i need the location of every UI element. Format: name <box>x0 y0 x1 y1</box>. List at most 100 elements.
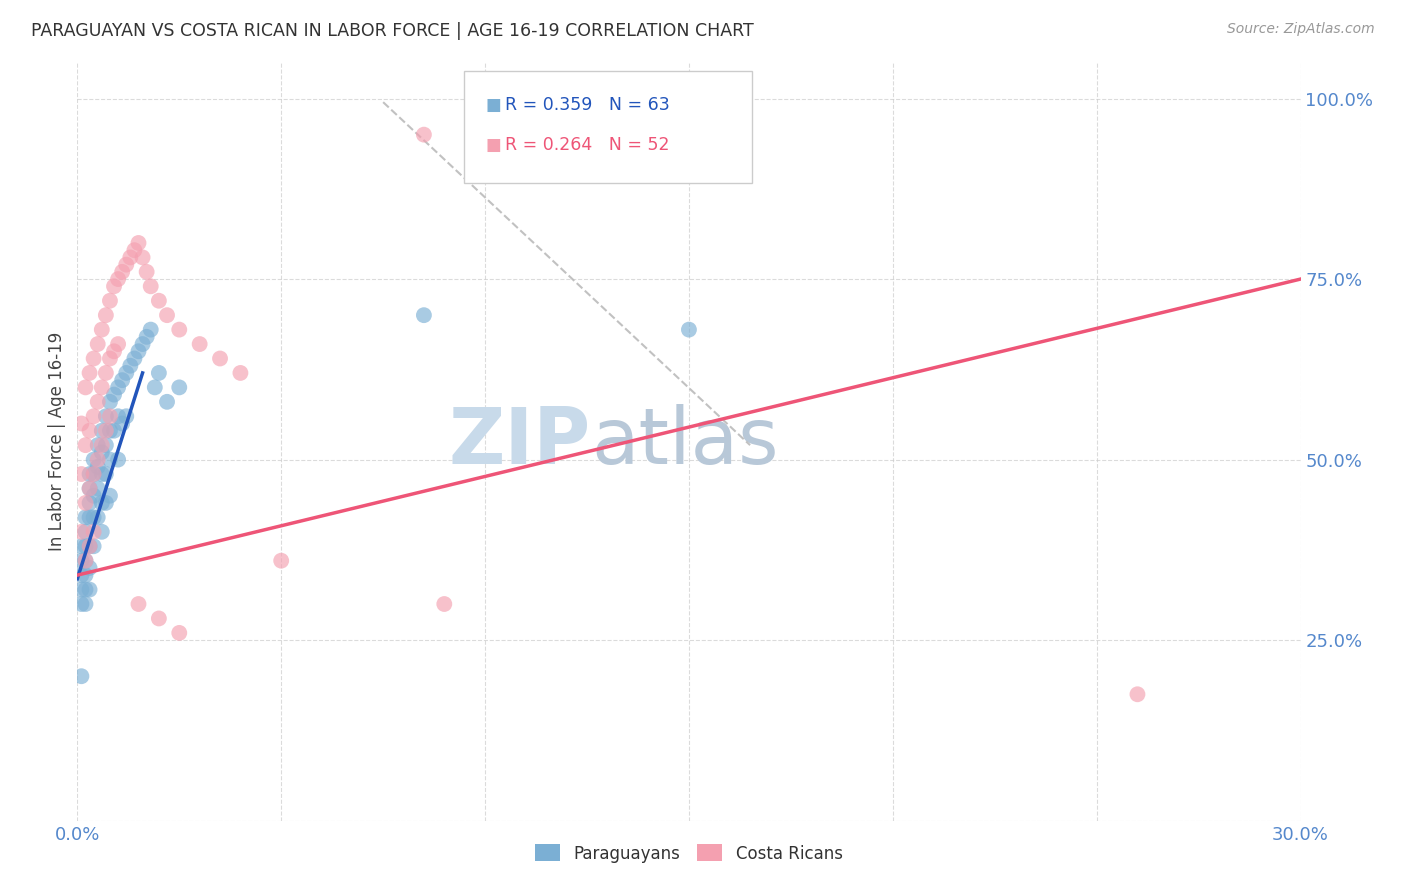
Point <box>70 539 93 553</box>
Y-axis label: In Labor Force | Age 16-19: In Labor Force | Age 16-19 <box>48 332 66 551</box>
Point <box>90 496 112 510</box>
Point <box>79 582 101 597</box>
Point <box>83 524 105 539</box>
Point <box>156 308 179 322</box>
Point <box>83 467 105 481</box>
Point <box>115 258 138 272</box>
Point <box>90 380 112 394</box>
Point <box>127 235 149 250</box>
Point <box>79 510 101 524</box>
Point <box>94 424 117 438</box>
Point <box>135 265 157 279</box>
Point <box>188 337 211 351</box>
Point <box>90 445 112 459</box>
Point <box>83 452 105 467</box>
Point <box>1126 687 1149 701</box>
Point <box>120 251 142 265</box>
Point <box>111 373 134 387</box>
Point <box>87 337 110 351</box>
Point <box>120 359 142 373</box>
Point <box>135 330 157 344</box>
Point <box>75 568 97 582</box>
Point <box>139 323 162 337</box>
Point <box>90 438 112 452</box>
Point <box>87 394 110 409</box>
Point <box>107 272 129 286</box>
Point <box>148 611 170 625</box>
Text: atlas: atlas <box>591 403 779 480</box>
Point <box>75 380 97 394</box>
Point <box>139 279 162 293</box>
Text: ■: ■ <box>485 136 501 153</box>
Point <box>678 323 700 337</box>
Point <box>70 554 93 568</box>
Text: R = 0.264   N = 52: R = 0.264 N = 52 <box>505 136 669 153</box>
Point <box>107 409 129 424</box>
Point <box>94 496 117 510</box>
Point <box>98 351 121 366</box>
Point <box>75 554 97 568</box>
Point <box>98 293 121 308</box>
Point <box>87 459 110 474</box>
Point <box>98 424 121 438</box>
Point <box>143 380 166 394</box>
Point <box>127 597 149 611</box>
Point <box>83 510 105 524</box>
Point <box>103 279 125 293</box>
Point <box>413 128 436 142</box>
Point <box>79 496 101 510</box>
Point <box>79 467 101 481</box>
Point <box>79 561 101 575</box>
Point <box>208 351 231 366</box>
Point <box>79 482 101 496</box>
Point <box>103 344 125 359</box>
Point <box>75 510 97 524</box>
Point <box>83 539 105 553</box>
Point <box>70 524 93 539</box>
Text: Source: ZipAtlas.com: Source: ZipAtlas.com <box>1227 22 1375 37</box>
Point <box>94 409 117 424</box>
Point <box>87 452 110 467</box>
Point <box>87 438 110 452</box>
Point <box>103 387 125 401</box>
Text: ■: ■ <box>485 96 501 114</box>
Point <box>148 293 170 308</box>
Point <box>70 669 93 683</box>
Point <box>70 597 93 611</box>
Point <box>270 554 292 568</box>
Point <box>107 380 129 394</box>
Point <box>107 452 129 467</box>
Point <box>83 409 105 424</box>
Point <box>156 394 179 409</box>
Point <box>169 626 191 640</box>
Point <box>229 366 252 380</box>
Point <box>75 438 97 452</box>
Point <box>75 597 97 611</box>
Point <box>70 582 93 597</box>
Text: ZIP: ZIP <box>449 403 591 480</box>
Point <box>131 337 153 351</box>
Point <box>70 467 93 481</box>
Point <box>124 351 146 366</box>
Point <box>75 524 97 539</box>
Point <box>83 489 105 503</box>
Point <box>94 308 117 322</box>
Point <box>94 467 117 481</box>
Point <box>90 467 112 481</box>
Point <box>111 417 134 431</box>
Point <box>87 482 110 496</box>
Point <box>98 452 121 467</box>
Point <box>75 496 97 510</box>
Point <box>79 366 101 380</box>
Point <box>98 489 121 503</box>
Point <box>115 409 138 424</box>
Point <box>98 409 121 424</box>
Point <box>75 582 97 597</box>
Point <box>90 524 112 539</box>
Point <box>79 539 101 553</box>
Point <box>79 424 101 438</box>
Point <box>413 308 436 322</box>
Point <box>107 337 129 351</box>
Point <box>75 554 97 568</box>
Point <box>148 366 170 380</box>
